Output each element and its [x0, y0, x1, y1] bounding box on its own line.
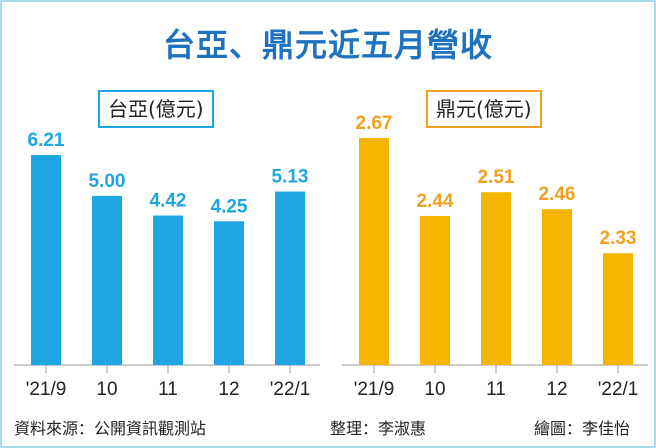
x-tick-label: 10	[424, 379, 445, 400]
data-label: 6.21	[28, 130, 65, 151]
bar-taiya-3	[214, 221, 244, 365]
x-tick-label: '22/1	[270, 379, 311, 400]
x-tick-label: 11	[158, 379, 178, 400]
bar-dingyuan-2	[481, 192, 511, 365]
bar-taiya-4	[275, 191, 305, 365]
x-tick-label: 10	[96, 379, 117, 400]
data-label: 2.44	[417, 191, 454, 212]
data-label: 2.46	[539, 184, 576, 205]
right-chart-unit-label: 鼎元(億元)	[426, 90, 542, 128]
x-tick-label: 12	[218, 379, 239, 400]
bar-dingyuan-4	[603, 253, 633, 365]
data-label: 4.25	[211, 196, 248, 217]
source-note: 資料來源：公開資訊觀測站	[14, 419, 207, 438]
bar-dingyuan-3	[542, 209, 572, 365]
left-chart-unit-label: 台亞(億元)	[98, 90, 214, 128]
bar-taiya-0	[31, 155, 61, 365]
bar-dingyuan-0	[359, 138, 389, 365]
editor-note: 整理：李淑惠	[330, 419, 427, 438]
data-label: 4.42	[150, 191, 187, 212]
x-tick-label: 12	[546, 379, 567, 400]
data-label: 2.51	[478, 167, 515, 188]
bar-taiya-1	[92, 195, 122, 365]
bar-taiya-2	[153, 215, 183, 365]
data-label: 2.33	[600, 228, 637, 249]
chart-title: 台亞、鼎元近五月營收	[162, 26, 493, 64]
data-label: 5.00	[89, 171, 126, 192]
x-tick-label: 11	[486, 379, 506, 400]
data-label: 2.67	[356, 113, 393, 134]
artist-note: 繪圖：李佳怡	[534, 419, 631, 438]
x-tick-label: '22/1	[598, 379, 639, 400]
x-tick-label: '21/9	[354, 379, 395, 400]
data-label: 5.13	[272, 167, 309, 188]
bar-dingyuan-1	[420, 215, 450, 365]
x-tick-label: '21/9	[26, 379, 67, 400]
